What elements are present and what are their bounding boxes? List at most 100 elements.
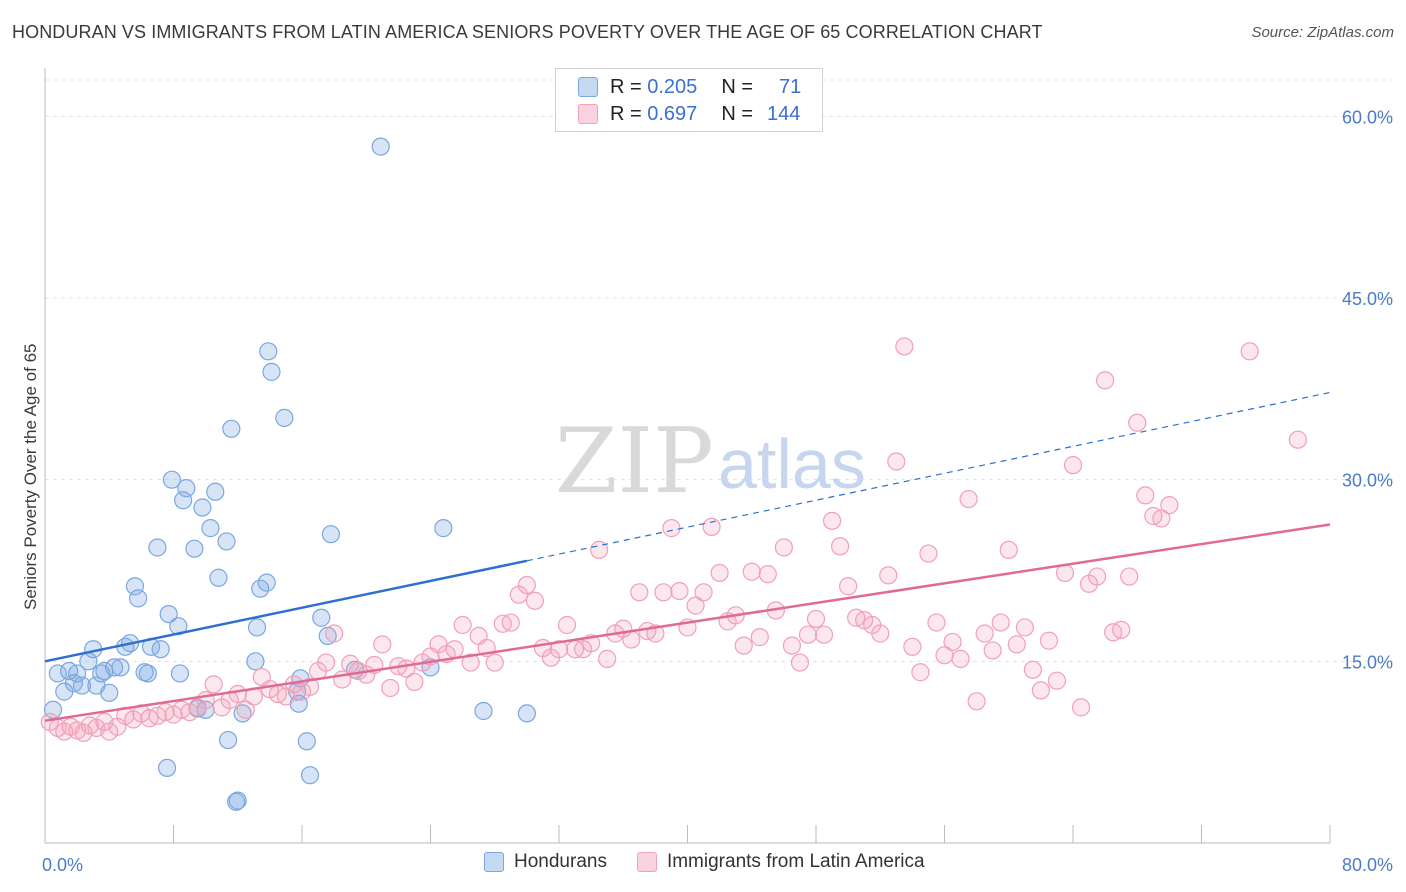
data-point-hondurans (201, 519, 220, 538)
data-point-hondurans (371, 137, 390, 156)
data-point-immigrants (951, 649, 970, 669)
data-point-hondurans (222, 419, 241, 438)
data-point-immigrants (790, 653, 810, 672)
data-point-hondurans (259, 342, 278, 361)
r-label: R = (610, 75, 642, 98)
data-point-immigrants (204, 675, 223, 694)
data-point-immigrants (774, 538, 793, 557)
data-point-immigrants (557, 615, 577, 635)
data-point-hondurans (170, 664, 190, 683)
data-point-immigrants (670, 581, 689, 601)
data-point-hondurans (246, 652, 265, 671)
data-point-immigrants (485, 653, 504, 672)
data-point-immigrants (1023, 660, 1042, 679)
data-point-immigrants (702, 517, 721, 537)
legend-swatch-pink (578, 104, 598, 124)
data-point-immigrants (967, 692, 986, 711)
legend-row-immigrants: R = 0.697 N = 144 (578, 102, 800, 126)
trend-line-immigrants (44, 523, 1331, 722)
data-point-immigrants (919, 544, 938, 563)
data-point-immigrants (991, 613, 1010, 632)
watermark-zip: ZIP (555, 409, 714, 514)
data-point-hondurans (228, 791, 247, 810)
data-point-immigrants (999, 540, 1018, 560)
legend-swatch-blue (578, 77, 598, 97)
data-point-immigrants (654, 583, 673, 602)
data-point-immigrants (501, 613, 520, 632)
data-point-immigrants (1240, 342, 1259, 361)
stats-legend: R = 0.205 N = 71 R = 0.697 N = 144 (555, 68, 823, 132)
data-point-hondurans (159, 604, 178, 624)
data-point-immigrants (1071, 698, 1091, 717)
data-point-immigrants (758, 565, 777, 584)
y-tick-label: 45.0% (1342, 289, 1393, 309)
data-point-immigrants (814, 625, 834, 644)
data-point-hondurans (48, 664, 67, 683)
series-hondurans (43, 137, 536, 811)
data-point-immigrants (622, 630, 641, 649)
data-point-hondurans (474, 701, 493, 721)
data-point-immigrants (373, 635, 392, 654)
data-point-immigrants (871, 624, 890, 643)
data-point-immigrants (911, 663, 930, 682)
legend-swatch-blue (484, 852, 504, 872)
data-point-immigrants (959, 489, 978, 509)
tick-labels: 15.0% 30.0% 45.0% 60.0% 0.0% 80.0% (42, 107, 1393, 875)
data-point-immigrants (300, 677, 320, 696)
data-point-immigrants (1120, 567, 1139, 586)
legend-swatch-pink (636, 852, 657, 872)
y-tick-label: 30.0% (1342, 471, 1393, 491)
data-point-hondurans (157, 758, 177, 778)
data-point-immigrants (517, 575, 536, 595)
data-point-immigrants (1152, 509, 1171, 528)
data-point-immigrants (742, 562, 761, 581)
data-point-hondurans (185, 539, 204, 558)
n-label: N = (721, 102, 753, 125)
data-point-hondurans (517, 704, 536, 723)
x-tick-label: 80.0% (1342, 855, 1393, 875)
data-point-hondurans (111, 658, 130, 677)
data-point-immigrants (453, 615, 472, 635)
data-point-immigrants (903, 637, 922, 656)
chart-title: HONDURAN VS IMMIGRANTS FROM LATIN AMERIC… (12, 22, 1043, 42)
data-point-immigrants (710, 563, 729, 583)
data-point-immigrants (798, 625, 818, 644)
data-point-immigrants (1015, 618, 1034, 637)
data-point-hondurans (151, 640, 170, 659)
data-point-immigrants (686, 596, 705, 615)
data-point-immigrants (316, 653, 336, 672)
watermark-atlas: atlas (718, 425, 866, 503)
data-point-immigrants (1047, 671, 1067, 690)
data-point-hondurans (148, 538, 167, 557)
data-point-immigrants (405, 672, 424, 692)
y-tick-label: 15.0% (1342, 652, 1393, 672)
data-point-immigrants (1031, 681, 1050, 700)
data-point-hondurans (68, 664, 87, 683)
n-label: N = (721, 75, 753, 98)
data-point-hondurans (257, 573, 276, 592)
y-axis-label: Seniors Poverty Over the Age of 65 (21, 344, 40, 610)
data-point-immigrants (1007, 635, 1026, 654)
data-point-hondurans (275, 408, 294, 427)
legend-item-immigrants[interactable]: Immigrants from Latin America (636, 851, 925, 873)
data-point-hondurans (247, 618, 267, 637)
data-point-hondurans (104, 658, 124, 677)
trend-line-hondurans-extension (526, 391, 1331, 562)
data-point-hondurans (138, 664, 157, 683)
data-point-immigrants (1160, 496, 1179, 515)
data-point-immigrants (1039, 631, 1059, 650)
data-point-immigrants (839, 577, 858, 596)
data-point-hondurans (297, 732, 316, 751)
legend-item-hondurans[interactable]: Hondurans (484, 851, 607, 873)
data-point-immigrants (1128, 413, 1147, 432)
data-point-hondurans (162, 470, 181, 489)
data-point-immigrants (228, 684, 247, 704)
n-value: 71 (779, 75, 802, 98)
data-point-immigrants (983, 641, 1002, 660)
data-point-immigrants (782, 636, 802, 655)
legend-row-hondurans: R = 0.205 N = 71 (578, 75, 801, 99)
data-point-immigrants (630, 583, 649, 602)
data-point-immigrants (927, 613, 946, 632)
data-point-immigrants (598, 649, 617, 669)
data-point-immigrants (549, 640, 569, 659)
